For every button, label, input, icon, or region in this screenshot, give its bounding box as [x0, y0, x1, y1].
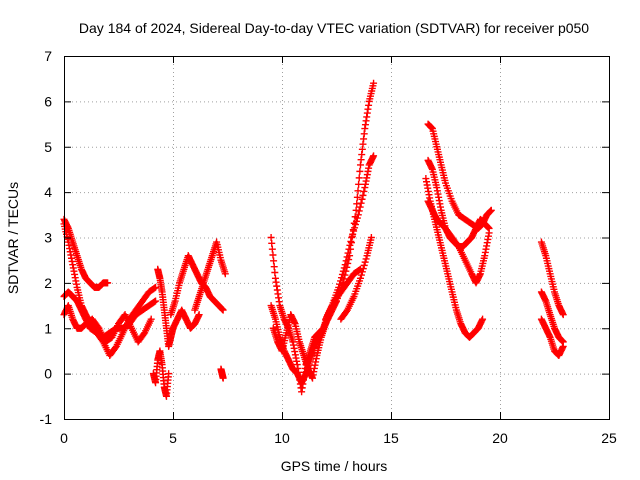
- data-point: [350, 219, 358, 227]
- data-point: [355, 180, 363, 188]
- data-point: [356, 203, 364, 211]
- series-arc21: [537, 288, 567, 346]
- data-point: [351, 221, 359, 229]
- series-arc19: [424, 197, 493, 251]
- grid: [64, 56, 609, 419]
- series-arc14: [333, 79, 378, 305]
- x-tick-label: 5: [169, 430, 177, 446]
- series-arc15: [337, 234, 375, 323]
- data-point: [342, 267, 350, 275]
- data-point: [361, 258, 369, 266]
- data-point: [340, 275, 348, 283]
- data-point: [356, 167, 364, 175]
- series-arc6: [154, 265, 203, 350]
- data-point: [358, 268, 366, 276]
- series-arc1: [60, 215, 112, 291]
- data-point: [339, 279, 347, 287]
- data-point: [362, 255, 370, 263]
- x-axis-label: GPS time / hours: [281, 458, 388, 474]
- data-point: [195, 311, 203, 319]
- data-point: [353, 200, 361, 208]
- data-point: [268, 245, 276, 253]
- y-tick-label: 2: [44, 275, 52, 291]
- data-point: [359, 191, 367, 199]
- data-point: [221, 270, 229, 278]
- data-point: [348, 232, 356, 240]
- data-point: [152, 297, 160, 305]
- data-point: [485, 224, 493, 232]
- chart-title: Day 184 of 2024, Sidereal Day-to-day VTE…: [79, 20, 589, 36]
- data-point: [354, 187, 362, 195]
- series-arc8: [191, 238, 229, 314]
- data-point: [346, 252, 354, 260]
- data-point: [349, 226, 357, 234]
- data-point: [351, 213, 359, 221]
- data-point: [356, 274, 364, 282]
- series-arc9: [217, 365, 227, 382]
- data-point: [358, 195, 366, 203]
- data-point: [347, 239, 355, 247]
- x-tick-label: 20: [492, 430, 508, 446]
- y-tick-label: 4: [44, 184, 52, 200]
- y-tick-label: 7: [44, 48, 52, 64]
- data-point: [487, 206, 495, 214]
- x-tick-label: 10: [274, 430, 290, 446]
- y-tick-label: 0: [44, 366, 52, 382]
- data-point: [360, 187, 368, 195]
- data-point: [370, 152, 378, 160]
- data-point: [219, 374, 227, 382]
- data-point: [355, 174, 363, 182]
- data-point: [270, 257, 278, 265]
- data-point: [271, 269, 279, 277]
- data-point: [341, 271, 349, 279]
- data-point: [344, 259, 352, 267]
- data-point: [352, 206, 360, 214]
- series-arc4: [60, 288, 160, 341]
- series-arc18: [422, 175, 487, 341]
- data-point: [165, 370, 173, 378]
- y-tick-label: -1: [40, 411, 53, 427]
- data-point: [367, 234, 375, 241]
- data-point: [104, 279, 112, 287]
- data-point: [559, 342, 567, 350]
- data-point: [347, 245, 355, 253]
- data-point: [353, 193, 361, 201]
- series-arc12: [269, 311, 330, 382]
- data-point: [559, 311, 567, 319]
- data-point: [267, 234, 275, 241]
- y-tick-label: 3: [44, 230, 52, 246]
- data-point: [360, 261, 368, 269]
- series-arc5: [149, 347, 173, 400]
- y-tick-label: 6: [44, 93, 52, 109]
- y-tick-label: 1: [44, 320, 52, 336]
- data-point: [370, 79, 378, 87]
- y-axis-label: SDTVAR / TECUs: [5, 182, 21, 294]
- data-point: [345, 256, 353, 264]
- data-point: [219, 306, 227, 314]
- x-tick-label: 15: [383, 430, 399, 446]
- x-tick-label: 25: [601, 430, 617, 446]
- series-arc20: [537, 238, 567, 319]
- data-point: [357, 271, 365, 279]
- data-point: [269, 251, 277, 259]
- y-tick-label: 5: [44, 139, 52, 155]
- data-marks: [60, 79, 567, 400]
- data-point: [152, 283, 160, 291]
- data-point: [343, 263, 351, 271]
- series-arc22: [537, 315, 567, 359]
- data-point: [270, 263, 278, 271]
- data-point: [147, 315, 155, 323]
- data-point: [268, 239, 276, 247]
- axis-ticks: 0 5 10 15 20 25 -1 0 1 2 3 4 5 6 7: [40, 48, 617, 446]
- x-tick-label: 0: [60, 430, 68, 446]
- data-point: [359, 265, 367, 273]
- data-point: [479, 315, 487, 323]
